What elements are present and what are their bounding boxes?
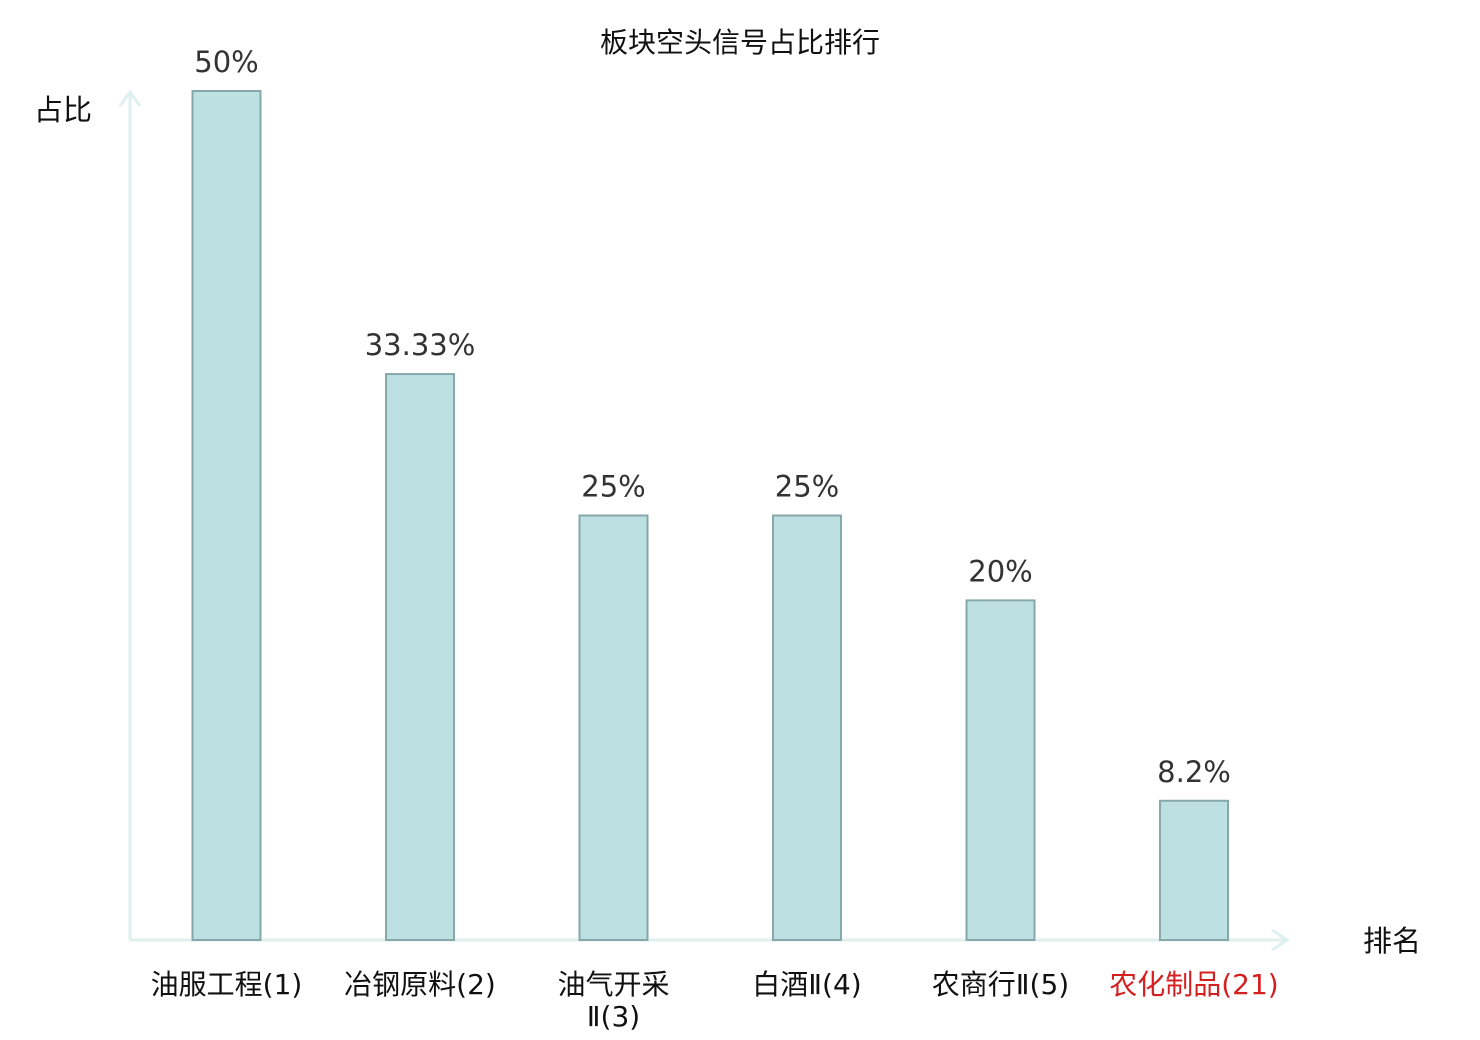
category-labels-group: 油服工程(1) 冶钢原料(2) 油气开采 Ⅱ(3) 白酒Ⅱ(4) 农商行Ⅱ(5) 农化制品(… [151, 968, 1279, 1033]
bar-5 [965, 599, 1036, 942]
value-label-1: 50% [194, 45, 258, 79]
category-label-4: 白酒Ⅱ(4) [752, 968, 861, 1001]
x-axis-arrow [1271, 928, 1290, 952]
category-label-1: 油服工程(1) [151, 968, 303, 1001]
category-label-line: 农商行Ⅱ(5) [932, 968, 1069, 1001]
category-label-line: 油服工程(1) [151, 968, 303, 1001]
x-axis-label: 排名 [1363, 924, 1421, 958]
category-label-line: 油气开采 [557, 968, 669, 1001]
axes [118, 89, 1290, 952]
value-label-3: 25% [581, 470, 645, 504]
category-label-line: 白酒Ⅱ(4) [752, 968, 861, 1001]
bar-4 [772, 514, 842, 941]
value-labels-group: 50% 33.33% 25% 25% 20% 8.2% [194, 45, 1231, 789]
bars-group [191, 90, 1229, 942]
category-label-6: 农化制品(21) [1109, 968, 1278, 1001]
bar-1 [191, 90, 262, 941]
value-label-6: 8.2% [1157, 755, 1231, 789]
chart-title: 板块空头信号占比排行 [600, 26, 880, 59]
bar-2 [385, 373, 455, 942]
category-label-3: 油气开采 Ⅱ(3) [557, 968, 669, 1033]
category-label-line: 冶钢原料(2) [344, 968, 496, 1001]
category-label-line: Ⅱ(3) [587, 1000, 640, 1033]
bar-6 [1159, 799, 1229, 941]
category-label-5: 农商行Ⅱ(5) [932, 968, 1069, 1001]
value-label-5: 20% [968, 554, 1032, 588]
category-label-line: 农化制品(21) [1109, 968, 1278, 1001]
y-axis-arrow [118, 89, 142, 107]
value-label-4: 25% [775, 470, 839, 504]
bar-3 [578, 514, 649, 941]
category-label-2: 冶钢原料(2) [344, 968, 496, 1001]
y-axis-label: 占比 [34, 93, 92, 127]
value-label-2: 33.33% [365, 328, 476, 362]
